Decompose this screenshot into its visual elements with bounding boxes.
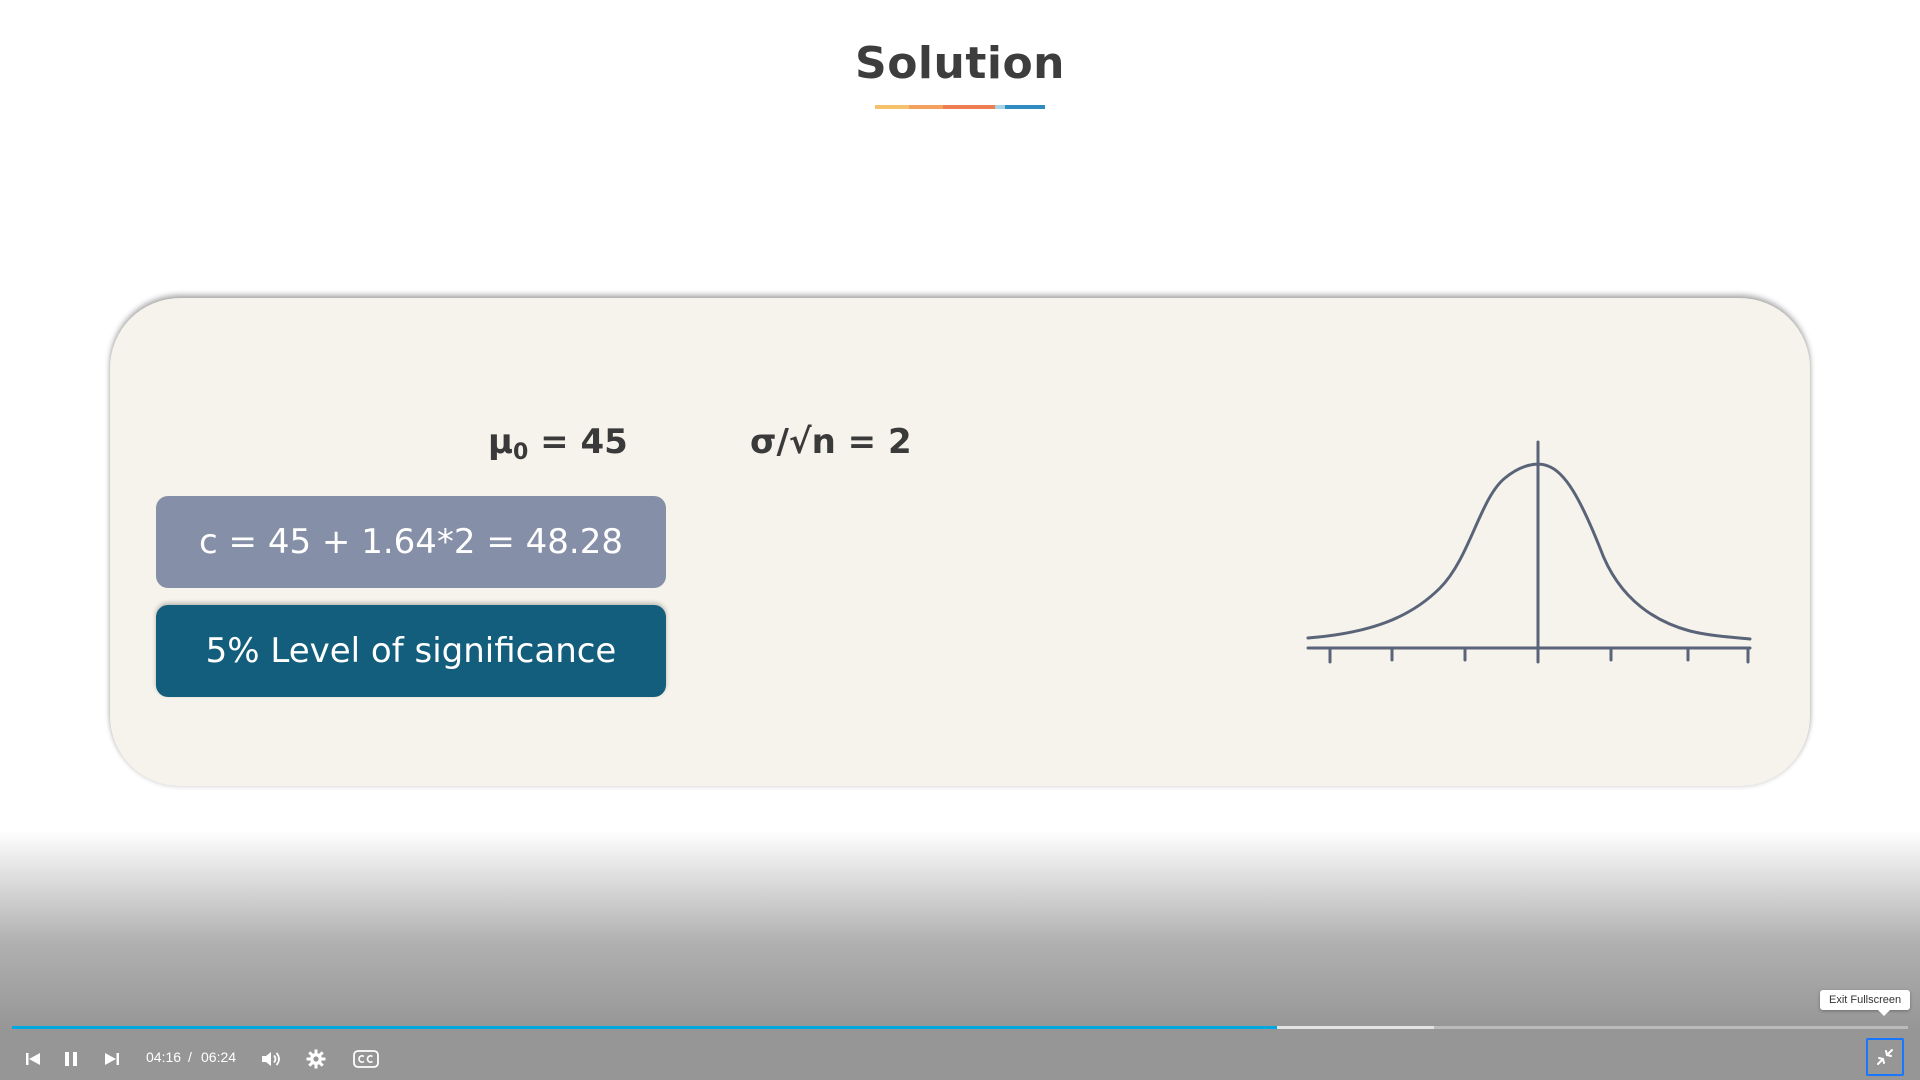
bell-curve: [1306, 462, 1752, 641]
gear-icon: [306, 1049, 326, 1069]
closed-captions-icon: [353, 1050, 379, 1068]
underline-segment: [1005, 105, 1045, 109]
sigma-formula: σ/√n = 2: [750, 422, 912, 462]
previous-button[interactable]: [22, 1045, 44, 1073]
next-button[interactable]: [101, 1045, 123, 1073]
underline-segment: [909, 105, 943, 109]
volume-icon: [262, 1052, 280, 1066]
progress-bar[interactable]: [12, 1026, 1908, 1029]
mu-value: = 45: [528, 422, 628, 462]
critical-value-box: c = 45 + 1.64*2 = 48.28: [156, 496, 666, 588]
normal-distribution-curve: [1306, 440, 1752, 664]
progress-played: [12, 1026, 1277, 1029]
underline-segment: [943, 105, 995, 109]
duration: 06:24: [201, 1049, 237, 1065]
skip-previous-icon: [26, 1053, 40, 1065]
pause-button[interactable]: [60, 1045, 82, 1073]
significance-box: 5% Level of significance: [156, 605, 666, 697]
exit-fullscreen-button[interactable]: [1866, 1038, 1904, 1076]
mu-subscript: 0: [513, 440, 529, 465]
underline-segment: [875, 105, 909, 109]
exit-fullscreen-icon: [1877, 1049, 1893, 1065]
current-time: 04:16: [146, 1049, 182, 1065]
skip-next-icon: [105, 1053, 119, 1065]
slide-title: Solution: [855, 38, 1065, 89]
title-underline: [875, 105, 1045, 109]
settings-button[interactable]: [305, 1045, 327, 1073]
mu-formula: μ0 = 45: [488, 422, 628, 465]
captions-button[interactable]: [352, 1045, 380, 1073]
underline-segment: [995, 105, 1005, 109]
pause-icon: [65, 1052, 77, 1066]
exit-fullscreen-tooltip: Exit Fullscreen: [1820, 990, 1911, 1016]
mu-symbol: μ: [488, 422, 514, 462]
controls-gradient: [0, 830, 1920, 1080]
time-separator: /: [188, 1049, 192, 1065]
volume-button[interactable]: [260, 1045, 284, 1073]
content-card: μ0 = 45 σ/√n = 2 c = 45 + 1.64*2 = 48.28…: [110, 298, 1810, 786]
